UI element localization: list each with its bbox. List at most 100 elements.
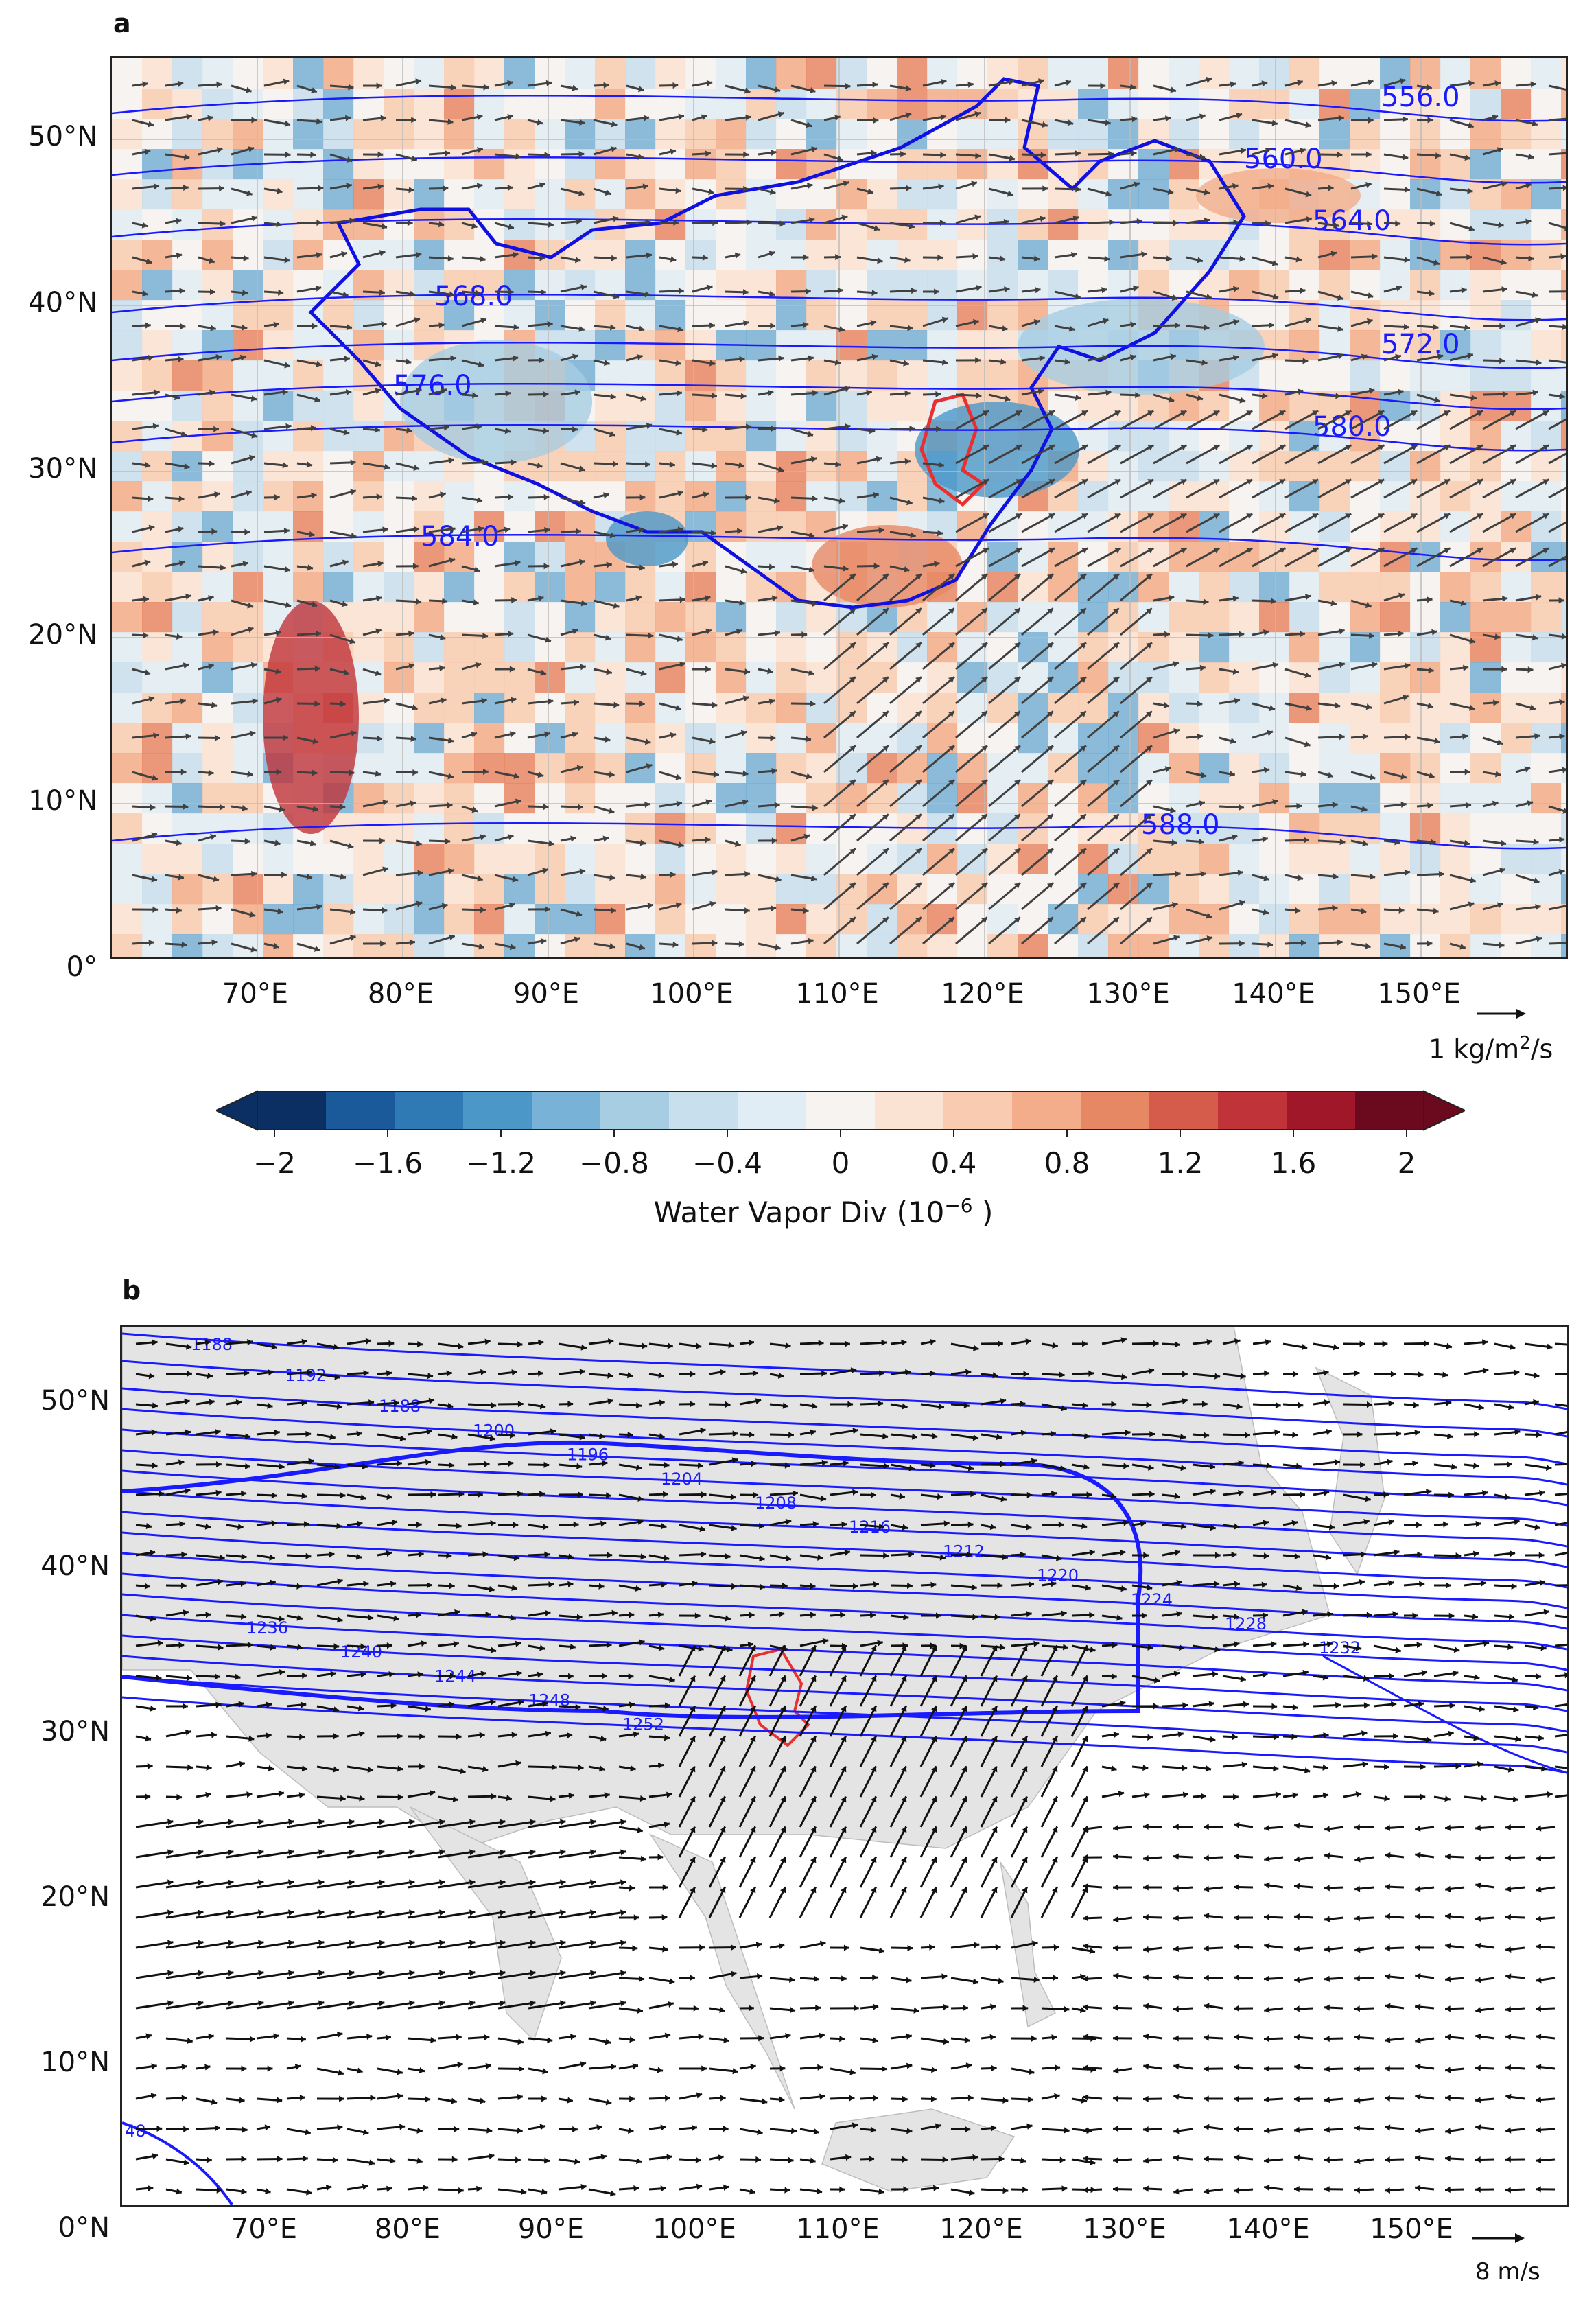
colorbar-tick-label: −1.6	[353, 1146, 423, 1180]
wind-vector-head	[174, 394, 180, 401]
divergence-cell	[202, 360, 233, 391]
wind-vector-head	[712, 940, 718, 946]
wind-vector-head	[156, 1675, 162, 1682]
wind-vector	[988, 676, 1021, 705]
wind-vector-head	[999, 255, 1006, 262]
wind-vector-head	[183, 662, 189, 669]
wind-vector-head	[578, 559, 585, 566]
wind-vector-head	[608, 808, 615, 815]
divergence-cell	[1501, 330, 1532, 361]
wind-vector	[1153, 444, 1187, 465]
wind-vector-head	[1263, 767, 1270, 773]
wind-vector-head	[578, 189, 585, 196]
divergence-cell	[1078, 693, 1109, 723]
wind-vector-head	[1080, 745, 1086, 752]
wind-vector-head	[574, 257, 581, 264]
divergence-cell	[323, 58, 354, 89]
wind-vector-head	[981, 917, 987, 923]
wind-vector-head	[1345, 445, 1352, 451]
divergence-cell	[1380, 179, 1411, 210]
wind-vector-head	[973, 318, 979, 325]
wind-vector-head	[1514, 1518, 1520, 1526]
divergence-cell	[1169, 602, 1199, 633]
divergence-cell	[1078, 240, 1109, 270]
wind-vector-head	[386, 1550, 392, 1557]
divergence-cell	[1018, 753, 1048, 784]
wind-vector-head	[1168, 594, 1175, 601]
divergence-cell	[233, 360, 263, 391]
divergence-cell	[565, 89, 596, 119]
wind-vector-head	[882, 814, 889, 820]
divergence-cell	[323, 179, 354, 210]
divergence-cell	[263, 179, 294, 210]
divergence-cell	[987, 662, 1018, 693]
divergence-cell	[1380, 844, 1411, 874]
wind-vector-head	[1536, 1431, 1542, 1439]
divergence-cell	[1501, 662, 1532, 693]
wind-vector-head	[477, 147, 483, 154]
wind-vector-head	[356, 1430, 362, 1437]
divergence-cell	[1229, 844, 1260, 874]
divergence-cell	[927, 179, 958, 210]
wind-vector-head	[148, 496, 154, 502]
wind-vector	[1350, 547, 1385, 568]
wind-vector-head	[316, 360, 322, 367]
divergence-cell	[1380, 330, 1411, 361]
wind-vector-head	[1455, 1552, 1462, 1559]
divergence-cell	[1470, 693, 1501, 723]
lon-tick-label: 70°E	[222, 978, 289, 1010]
wind-vector	[1515, 410, 1549, 430]
divergence-cell	[172, 844, 203, 874]
divergence-cell	[595, 602, 626, 633]
divergence-cell	[1078, 391, 1109, 421]
divergence-cell	[1410, 240, 1441, 270]
wind-vector-head	[1263, 1552, 1269, 1559]
wind-vector-head	[1345, 513, 1352, 520]
wind-vector-head	[1464, 154, 1470, 161]
wind-vector-head	[701, 114, 707, 121]
wind-vector-head	[702, 560, 708, 567]
divergence-cell	[172, 934, 203, 957]
wind-vector-head	[1339, 838, 1346, 846]
wind-vector-head	[1020, 1551, 1026, 1558]
wind-vector-head	[343, 429, 350, 436]
wind-vector	[1087, 513, 1121, 533]
wind-vector	[1021, 710, 1054, 739]
wind-vector-head	[1312, 548, 1319, 554]
wind-vector-head	[180, 323, 186, 330]
wind-vector	[988, 813, 1021, 842]
divergence-cell	[716, 662, 747, 693]
divergence-cell	[625, 89, 656, 119]
wind-vector-head	[1048, 548, 1055, 554]
wind-vector-head	[576, 1463, 583, 1470]
wind-vector-head	[1388, 1519, 1394, 1526]
wind-vector-head	[274, 839, 281, 846]
wind-vector-head	[154, 389, 160, 396]
wind-vector-head	[1362, 733, 1368, 741]
wind-vector-head	[1135, 392, 1141, 399]
wind-vector-head	[382, 907, 388, 914]
wind-vector-head	[540, 938, 547, 945]
divergence-cell	[202, 934, 233, 957]
divergence-cell	[474, 149, 505, 180]
wind-vector-head	[186, 1675, 192, 1682]
wind-vector-head	[1050, 1430, 1056, 1437]
divergence-cell	[1380, 602, 1411, 633]
wind-vector-head	[784, 1462, 790, 1469]
wind-vector	[955, 710, 988, 739]
divergence-cell	[323, 421, 354, 452]
divergence-cell	[625, 813, 656, 844]
divergence-cell	[1229, 542, 1260, 572]
divergence-cell	[112, 451, 143, 482]
wind-vector-head	[544, 1551, 550, 1558]
wind-vector-head	[903, 566, 910, 573]
wind-vector-head	[658, 1372, 664, 1379]
wind-vector-head	[215, 353, 222, 361]
wind-vector-head	[251, 432, 258, 439]
wind-vector-head	[251, 870, 257, 878]
wind-vector	[1383, 444, 1418, 465]
wind-vector-head	[1111, 1401, 1117, 1408]
wind-vector-head	[384, 697, 390, 704]
wind-vector-head	[1509, 1550, 1516, 1557]
wind-vector-head	[939, 1554, 946, 1561]
